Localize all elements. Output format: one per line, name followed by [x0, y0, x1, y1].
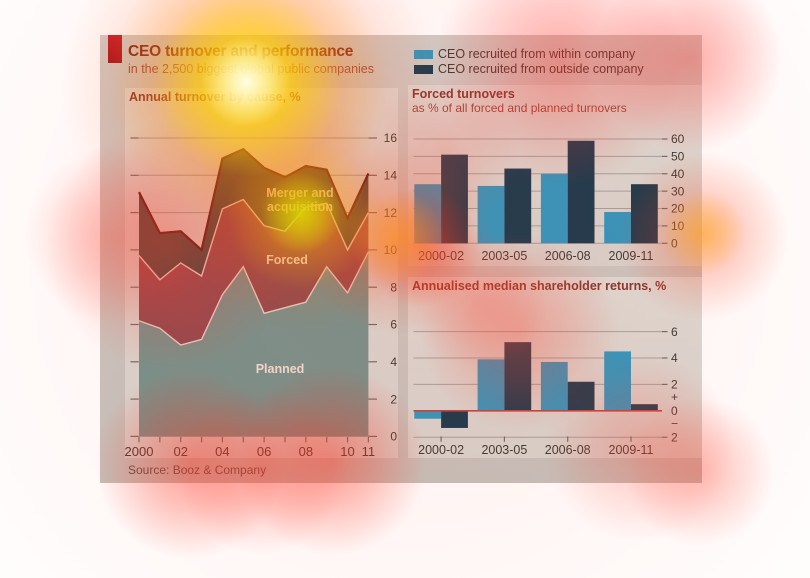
ytick-label-6: 6 — [671, 325, 678, 339]
xtick-label-06: 06 — [257, 444, 271, 458]
ytick-label-2: 2 — [671, 430, 678, 444]
ytick-label-10: 10 — [671, 219, 685, 233]
xtick-label-2000: 2000 — [125, 444, 153, 458]
bar-outside-2009-11 — [631, 184, 658, 244]
graphic-canvas: CEO turnover and performance in the 2,50… — [100, 35, 702, 483]
bar-within-2003-05 — [477, 185, 505, 244]
legend-swatch-within-icon — [414, 49, 433, 59]
ytick-label-40: 40 — [671, 167, 685, 181]
ytick-label-30: 30 — [671, 184, 685, 198]
ytick-label-2: 2 — [390, 392, 397, 406]
cat-label-2006-08: 2006-08 — [545, 443, 591, 457]
bar-outside-2006-08 — [567, 140, 595, 244]
graphic-title: CEO turnover and performance — [128, 43, 354, 60]
ytick-label-4: 4 — [671, 351, 678, 365]
cat-label-2003-05: 2003-05 — [481, 443, 527, 457]
bar-outside-2009-11 — [631, 404, 658, 411]
bar-outside-2000-02 — [441, 410, 468, 428]
ytick-label-+: + — [671, 390, 678, 404]
ytick-label-14: 14 — [384, 169, 398, 183]
graphic-subtitle: in the 2,500 biggest global public compa… — [128, 62, 375, 76]
ytick-label-0: 0 — [671, 237, 678, 251]
area-label-merger-and: Merger and — [266, 186, 333, 200]
bar-outside-2000-02 — [441, 154, 468, 244]
xtick-label-11: 11 — [362, 444, 376, 458]
legend-label-within: CEO recruited from within company — [438, 47, 636, 61]
ytick-label-60: 60 — [671, 132, 685, 146]
xtick-label-08: 08 — [299, 444, 313, 458]
bar-within-2006-08 — [540, 361, 568, 411]
ytick-label-8: 8 — [390, 280, 397, 294]
ytick-label-50: 50 — [671, 150, 685, 164]
ytick-label-12: 12 — [384, 206, 398, 220]
bar-within-2003-05 — [477, 359, 505, 411]
cat-label-2009-11: 2009-11 — [609, 249, 654, 263]
legend-item-outside: CEO recruited from outside company — [414, 62, 644, 76]
legend: CEO recruited from within company CEO re… — [414, 47, 644, 77]
ytick-label-20: 20 — [671, 202, 685, 216]
bar-within-2006-08 — [540, 173, 568, 244]
legend-label-outside: CEO recruited from outside company — [438, 62, 644, 76]
ytick-label-10: 10 — [384, 243, 398, 257]
panel-shareholder-returns: Annualised median shareholder returns, %… — [408, 277, 702, 458]
bar-outside-2003-05 — [504, 168, 532, 244]
cat-label-2000-02: 2000-02 — [418, 443, 464, 457]
panel-forced-turnovers: Forced turnovers as % of all forced and … — [408, 85, 702, 266]
ytick-label-−: − — [671, 417, 678, 431]
economist-red-tab — [108, 35, 122, 63]
ytick-label-6: 6 — [390, 318, 397, 332]
forced-turnovers-chart: 0 10 20 30 40 50 60 2000-02 2003-05 2006-08 2009-1… — [413, 132, 685, 263]
ytick-label-16: 16 — [384, 131, 398, 145]
cat-label-2009-11: 2009-11 — [609, 443, 654, 457]
ytick-label-4: 4 — [390, 355, 397, 369]
panel-annual-turnover: Annual turnover by cause, % 0 2 4 6 8 10 12 14 1… — [125, 88, 398, 458]
xtick-label-04: 04 — [215, 444, 229, 458]
bar-within-2009-11 — [604, 212, 631, 244]
source-note: Source: Booz & Company — [128, 463, 267, 477]
xtick-label-10: 10 — [340, 444, 354, 458]
cat-label-2006-08: 2006-08 — [545, 249, 591, 263]
cat-label-2003-05: 2003-05 — [481, 249, 527, 263]
area-label-forced: Forced — [266, 253, 308, 267]
bar-within-2000-02 — [414, 410, 442, 419]
bar-within-2009-11 — [604, 351, 631, 411]
bar-outside-2003-05 — [504, 342, 532, 411]
legend-swatch-outside-icon — [414, 64, 433, 74]
area-label-acquisition: acquisition — [267, 200, 333, 214]
cat-label-2000-02: 2000-02 — [418, 249, 464, 263]
legend-item-within: CEO recruited from within company — [414, 47, 644, 61]
area-label-planned: Planned — [256, 362, 305, 376]
xtick-label-02: 02 — [173, 444, 187, 458]
bar-within-2000-02 — [414, 184, 442, 244]
bar-outside-2006-08 — [567, 381, 595, 411]
ytick-label-0: 0 — [390, 430, 397, 444]
